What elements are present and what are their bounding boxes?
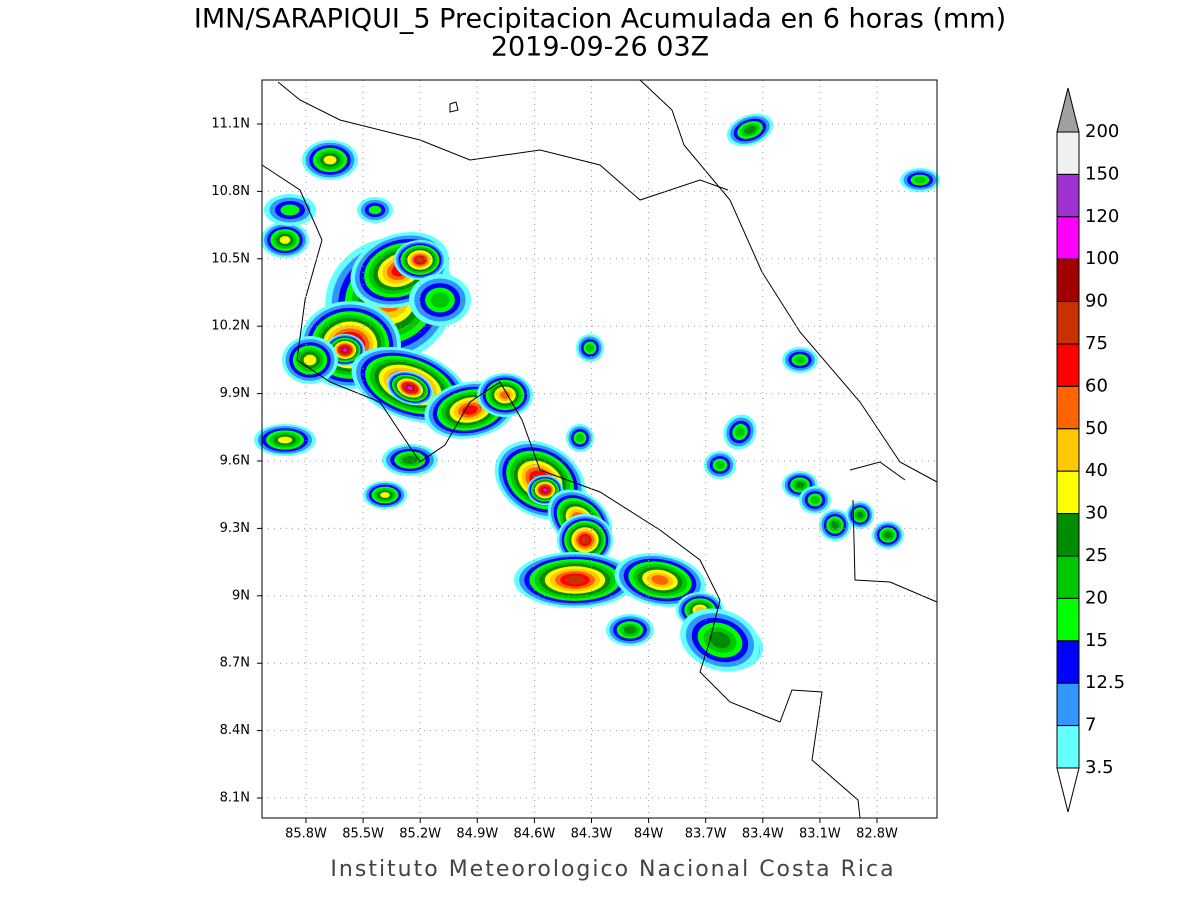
lon-label: 84.6W [513, 827, 555, 842]
precip-contour [380, 492, 390, 498]
precip-contour [651, 575, 669, 585]
lon-label: 84W [634, 827, 664, 842]
colorbar-label: 200 [1085, 121, 1119, 142]
lon-label: 85.8W [285, 827, 327, 842]
lat-label: 9.3N [220, 521, 250, 536]
graticule: 11.1N 10.8N 10.5N 10.2N 9.9N 9.6N 9.3N 9N 8.7N 8.… [211, 80, 937, 842]
color-box [1056, 343, 1080, 387]
precip-contour [368, 205, 382, 215]
colorbar-label: 12.5 [1085, 672, 1125, 693]
precip-contour [794, 356, 806, 364]
lat-label: 9.9N [220, 386, 250, 401]
colorbar-label: 3.5 [1085, 757, 1114, 778]
map-frame [261, 79, 938, 819]
lon-label: 83.1W [799, 827, 841, 842]
lat-label: 9.6N [220, 454, 250, 469]
pacific-coast [261, 164, 861, 819]
lon-label: 84.9W [456, 827, 498, 842]
lat-label: 8.1N [220, 791, 250, 806]
precip-contour [831, 521, 839, 529]
color-box [1056, 258, 1080, 303]
color-box [1056, 513, 1080, 557]
colorbar-label: 20 [1085, 587, 1108, 608]
colorbar-label: 120 [1085, 206, 1119, 227]
precip-contour [914, 176, 926, 184]
color-box [1056, 640, 1080, 684]
precip-contour [744, 126, 756, 134]
precip-contour [856, 511, 864, 519]
caribbean-coast [639, 79, 938, 483]
color-box [1056, 555, 1080, 599]
colorbar-label: 100 [1085, 248, 1119, 269]
precip-contour [576, 434, 584, 442]
precip-contour [407, 385, 413, 391]
precip-contour [735, 426, 745, 438]
under-arrow [1056, 767, 1080, 813]
colorbar-label: 15 [1085, 630, 1108, 651]
precip-contour [402, 456, 418, 464]
lat-label: 8.4N [220, 723, 250, 738]
precip-contour [499, 391, 511, 399]
colorbar: 200 150 120 100 90 75 60 50 40 30 25 20 15 12.5 7 3.5 [1056, 87, 1125, 813]
precip-contour [342, 348, 348, 352]
colorbar-label: 150 [1085, 163, 1119, 184]
color-box [1056, 725, 1080, 769]
colorbar-label: 60 [1085, 375, 1108, 396]
lat-label: 10.5N [211, 251, 250, 266]
precip-contour [303, 354, 317, 366]
lat-label: 9N [232, 588, 250, 603]
lon-label: 85.2W [399, 827, 441, 842]
color-box [1056, 597, 1080, 642]
lat-label: 8.7N [220, 656, 250, 671]
precipitation-field [254, 113, 940, 672]
colorbar-label: 7 [1085, 715, 1096, 736]
precip-contour [542, 488, 548, 492]
colorbar-label: 25 [1085, 545, 1108, 566]
lat-label: 11.1N [211, 117, 250, 132]
color-box [1056, 173, 1080, 218]
color-box [1056, 682, 1080, 727]
lat-label: 10.2N [211, 319, 250, 334]
precip-contour [586, 344, 594, 352]
precip-contour [430, 292, 450, 308]
lon-label: 85.5W [342, 827, 384, 842]
colorbar-label: 30 [1085, 503, 1108, 524]
credit: Instituto Meteorologico Nacional Costa R… [330, 857, 895, 882]
precip-contour [277, 436, 293, 444]
precip-contour [884, 531, 892, 539]
lake [449, 101, 459, 113]
colorbar-label: 40 [1085, 460, 1108, 481]
color-box [1056, 216, 1080, 260]
color-box [1056, 131, 1080, 175]
title: IMN/SARAPIQUI_5 Precipitacion Acumulada … [194, 4, 1006, 35]
lon-label: 84.3W [571, 827, 613, 842]
color-box [1056, 301, 1080, 345]
subtitle: 2019-09-26 03Z [491, 32, 709, 63]
coastlines [261, 79, 938, 819]
color-box [1056, 385, 1080, 430]
lon-label: 83.4W [742, 827, 784, 842]
precip-contour [810, 496, 820, 504]
precip-contour [462, 405, 478, 415]
colorbar-label: 50 [1085, 418, 1108, 439]
lon-label: 83.7W [685, 827, 727, 842]
precip-contour [623, 626, 637, 634]
colorbar-label: 75 [1085, 333, 1108, 354]
precip-contour [709, 631, 731, 649]
precip-contour [580, 536, 590, 544]
precip-contour [565, 575, 585, 585]
lon-label: 82.8W [856, 827, 898, 842]
precip-contour [279, 236, 291, 244]
precip-contour [715, 461, 725, 469]
color-box [1056, 470, 1080, 515]
precip-contour [280, 204, 300, 216]
precip-contour [795, 481, 805, 489]
over-arrow [1056, 87, 1080, 133]
color-box [1056, 428, 1080, 472]
precip-contour [323, 155, 337, 165]
border [277, 81, 938, 603]
colorbar-label: 90 [1085, 291, 1108, 312]
lat-label: 10.8N [211, 184, 250, 199]
